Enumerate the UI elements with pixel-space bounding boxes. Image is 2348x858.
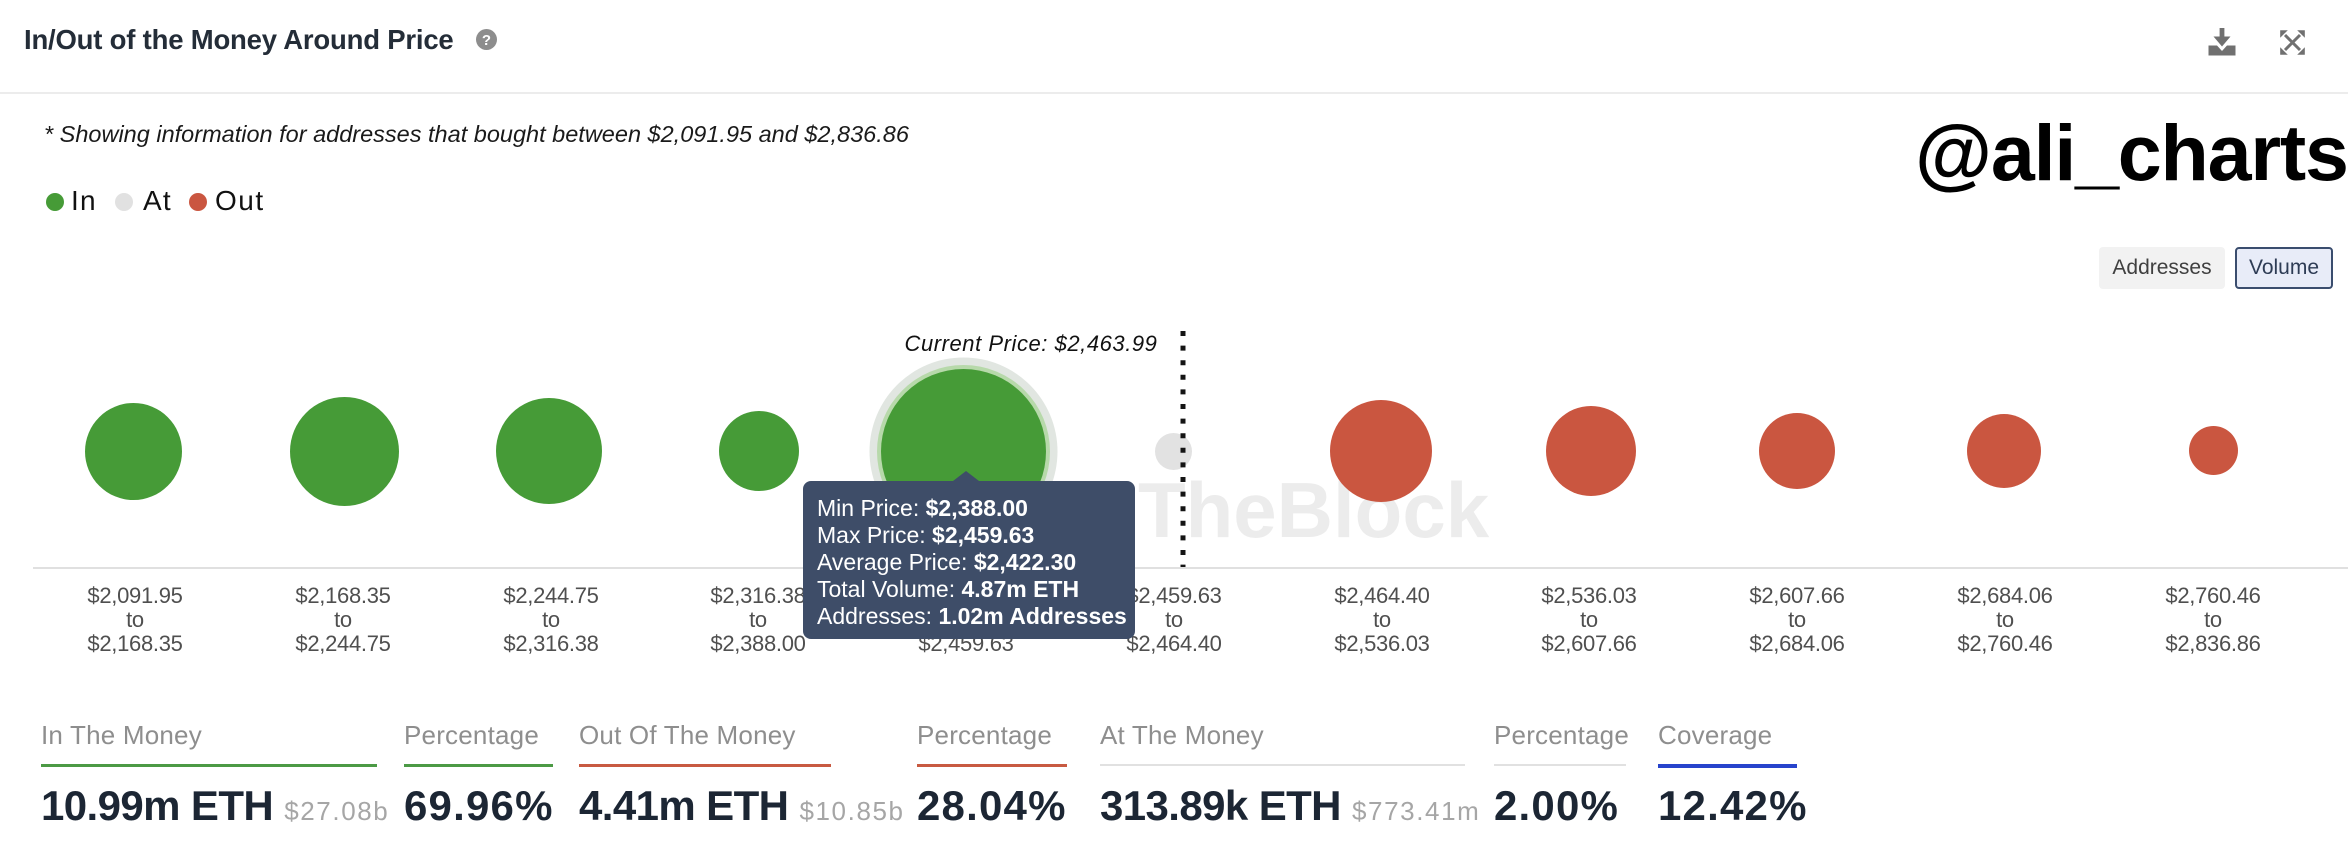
- svg-text:?: ?: [482, 32, 491, 49]
